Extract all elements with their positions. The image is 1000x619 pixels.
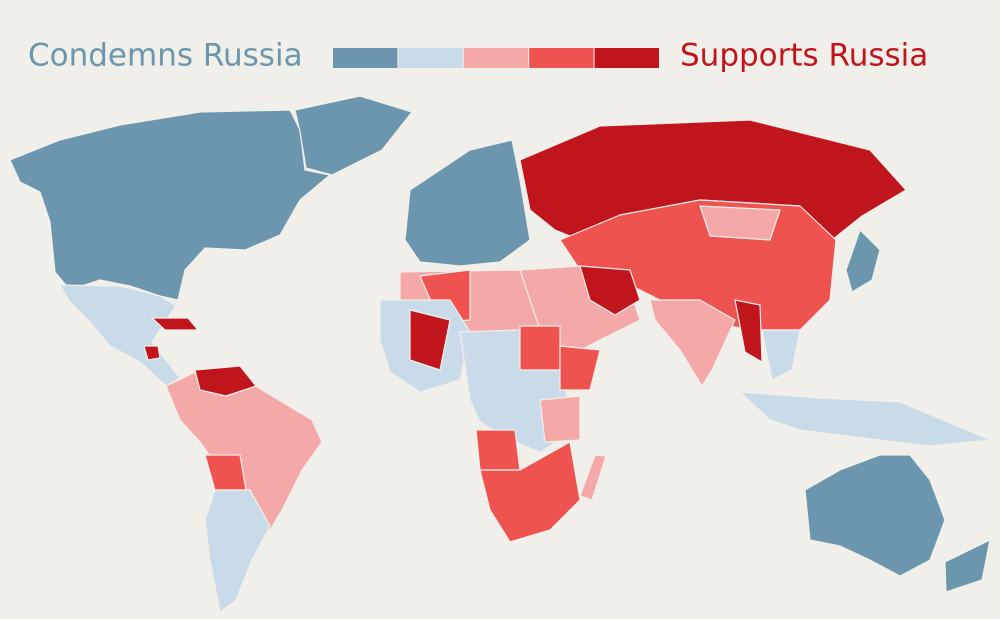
- greenland: [294, 95, 413, 176]
- legend-swatch: [594, 48, 659, 68]
- southern-cone: [204, 489, 271, 613]
- nicaragua: [143, 345, 161, 361]
- iran: [579, 265, 641, 316]
- australia: [804, 454, 946, 577]
- legend-swatch: [398, 48, 463, 68]
- mexico-central-america: [59, 284, 181, 387]
- europe: [404, 139, 531, 267]
- southern-africa: [479, 441, 581, 543]
- angola: [475, 429, 521, 471]
- mongolia: [699, 205, 781, 241]
- east-africa: [539, 395, 581, 443]
- venezuela: [194, 365, 257, 397]
- southeast-asia: [761, 329, 801, 381]
- legend-swatch: [529, 48, 594, 68]
- indonesia: [739, 391, 991, 447]
- bolivia: [204, 454, 247, 491]
- myanmar: [734, 299, 763, 363]
- legend-left-label: Condemns Russia: [28, 38, 303, 74]
- india: [649, 299, 736, 387]
- japan: [845, 229, 881, 293]
- legend-scale: [333, 48, 659, 68]
- legend-swatch: [333, 48, 398, 68]
- new-zealand: [944, 539, 991, 593]
- mali: [409, 309, 451, 371]
- legend-right-label: Supports Russia: [680, 38, 928, 74]
- canada-usa: [9, 109, 331, 301]
- sudan: [519, 325, 561, 371]
- countries: [9, 95, 991, 613]
- legend-swatch: [463, 48, 529, 68]
- cuba: [151, 317, 199, 331]
- madagascar: [579, 454, 607, 501]
- ethiopia: [559, 345, 601, 391]
